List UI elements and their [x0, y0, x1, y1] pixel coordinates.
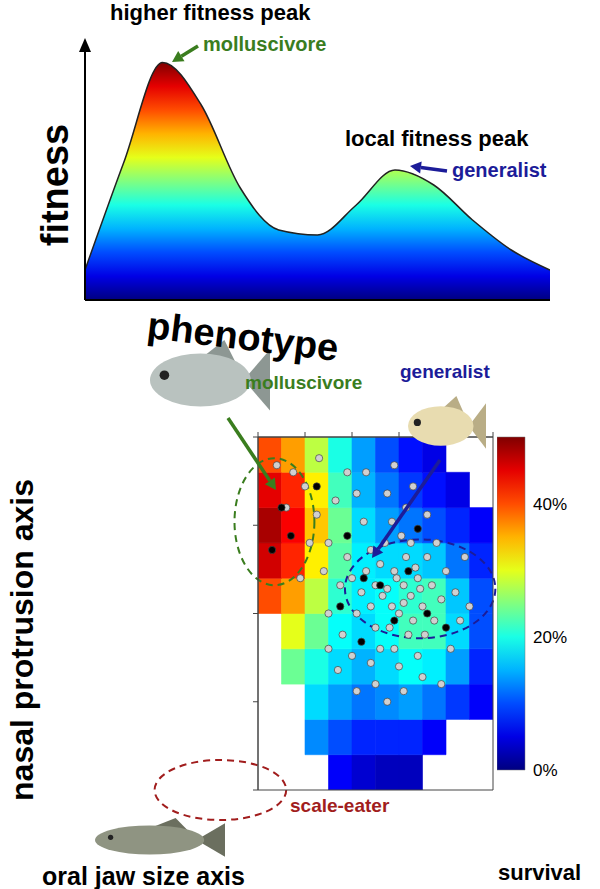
- svg-text:40%: 40%: [533, 495, 567, 514]
- html-text:survival: survival: [498, 860, 582, 885]
- html-text:phenotype: phenotype: [145, 304, 341, 370]
- html-text:higher fitness peak: higher fitness peak: [110, 0, 311, 25]
- html-text:local fitness peak: local fitness peak: [345, 126, 529, 151]
- html-text:generalist: generalist: [452, 159, 547, 181]
- html-text:oral jaw size axis: oral jaw size axis: [42, 862, 245, 889]
- html-text:scale-eater: scale-eater: [290, 795, 390, 816]
- html-text:fitness: fitness: [34, 123, 76, 247]
- html-text:nasal protrusion axis: nasal protrusion axis: [4, 479, 40, 801]
- svg-text:20%: 20%: [533, 628, 567, 647]
- html-text:generalist: generalist: [400, 361, 490, 382]
- html-text:molluscivore: molluscivore: [245, 372, 363, 393]
- svg-text:0%: 0%: [533, 761, 558, 780]
- html-text:molluscivore: molluscivore: [203, 33, 327, 55]
